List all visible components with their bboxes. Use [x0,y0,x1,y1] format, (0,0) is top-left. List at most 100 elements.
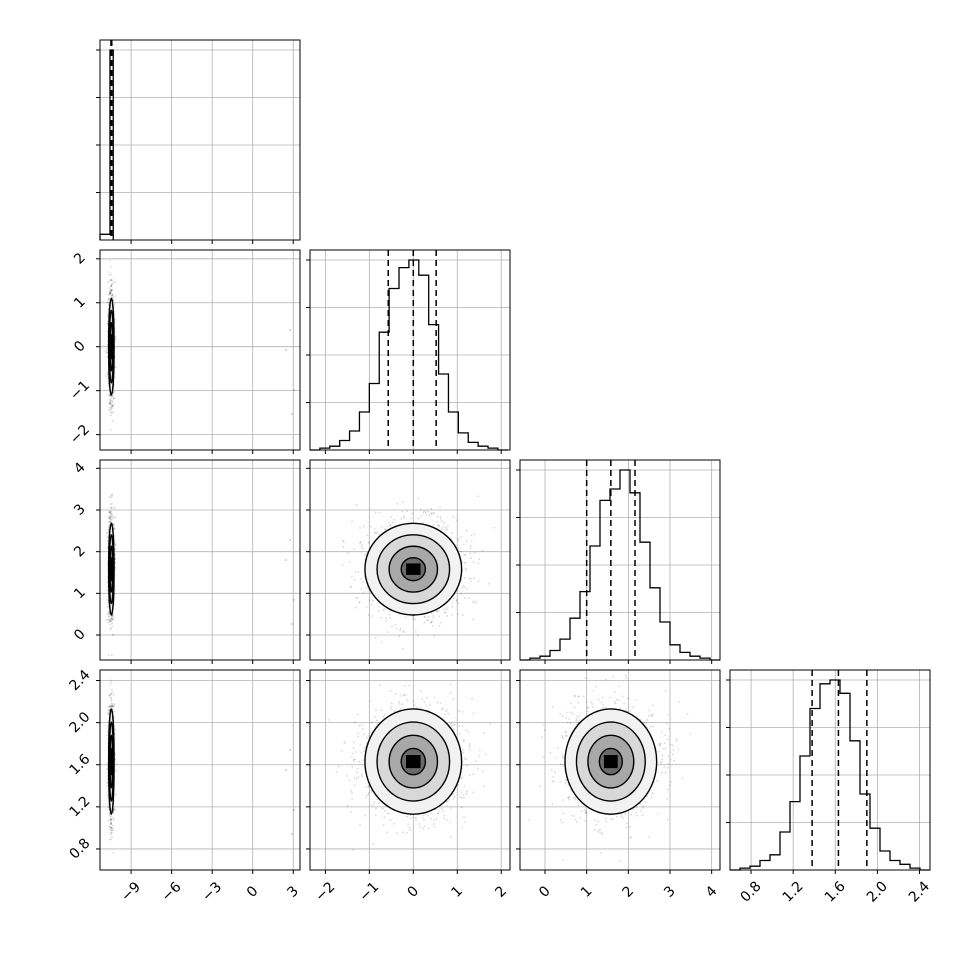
sample-point [471,601,474,603]
sample-point [450,614,453,616]
sample-point [110,407,113,410]
sample-point [368,540,371,543]
sample-point [464,569,467,571]
sample-point [423,616,426,619]
sample-point [111,615,114,618]
panel-background [730,670,930,870]
sample-point [113,818,115,821]
sample-point [444,611,446,614]
sample-point [109,520,111,523]
sample-point [106,784,108,787]
sample-point [372,599,374,602]
sample-point [106,606,109,609]
sample-point [110,395,113,398]
sample-point [359,541,362,544]
sample-point [109,619,111,621]
sample-point [111,406,114,409]
sample-point [111,617,114,620]
sample-point [378,606,380,608]
sample-point [113,527,116,530]
sample-point [110,403,113,405]
sample-point [108,290,111,293]
sample-point [105,532,108,534]
sample-point [368,599,371,602]
sample-point [113,704,115,707]
sample-point [403,631,406,634]
sample-point [374,637,377,639]
sample-point [462,584,464,587]
sample-point [114,543,117,546]
sample-point [412,618,415,621]
sample-point [109,412,112,415]
sample-point [110,496,112,499]
sample-point [112,404,115,406]
sample-point [108,259,111,262]
sample-point [107,621,110,624]
histogram-bar [870,828,880,870]
sample-point [114,338,117,341]
sample-point [386,525,388,528]
sample-point [108,693,110,696]
sample-point [356,597,359,600]
sample-point [114,335,117,338]
histogram-bar [820,684,830,870]
sample-point [406,510,408,513]
histogram-bar [369,384,379,451]
sample-point [107,605,109,608]
sample-point [432,625,434,627]
sample-point [110,705,113,707]
contour-line [107,522,115,616]
sample-point [108,495,111,498]
panel-content [106,670,295,854]
sample-point [110,289,113,291]
sample-point [446,615,449,617]
sample-point [467,597,470,599]
sample-point [106,355,108,358]
histogram-bar [620,470,630,660]
sample-point [110,279,112,281]
sample-point [478,558,481,560]
sample-point [285,559,287,561]
sample-point [114,327,117,330]
contour-line [388,545,439,593]
sample-point [342,545,345,548]
sample-point [114,318,116,321]
sample-point [113,808,116,811]
sample-point [110,692,113,695]
sample-point [114,376,116,379]
sample-point [463,586,466,589]
sample-point [109,516,112,519]
sample-point [110,283,113,285]
sample-point [461,586,464,589]
histogram-step [310,259,508,451]
sample-point [108,274,111,276]
sample-point [457,612,460,615]
sample-point [417,517,420,520]
histogram-bar [760,861,770,871]
sample-point [455,600,458,602]
sample-point [384,528,387,531]
sample-point [109,510,112,513]
sample-point [401,647,404,650]
sample-point [457,539,460,542]
sample-point [432,614,435,617]
sample-point [112,522,114,525]
sample-point [110,285,113,288]
sample-point [108,293,110,296]
sample-point [433,634,436,637]
sample-point [469,580,472,583]
sample-point [111,419,114,422]
sample-point [106,315,109,318]
sample-point [113,280,116,283]
sample-point [417,497,420,500]
histogram-bar [560,639,570,660]
histogram-bar [640,542,650,660]
sample-point [113,524,115,527]
sample-point [473,551,476,554]
sample-point [110,273,112,276]
scatter-panel-0-3 [96,669,301,874]
sample-point [432,524,435,527]
sample-point [110,702,113,705]
sample-point [109,292,111,294]
sample-point [112,523,115,526]
